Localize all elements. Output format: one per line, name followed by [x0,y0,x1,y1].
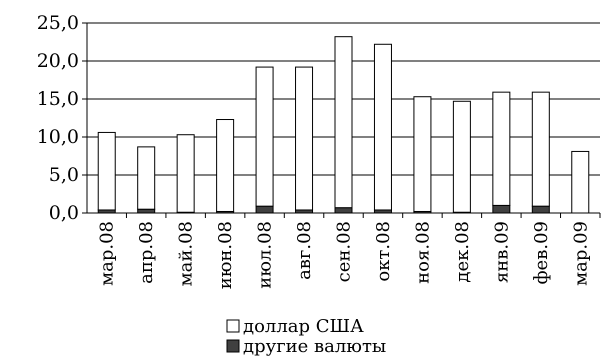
y-tick-label: 10,0 [37,126,79,148]
axes [82,22,601,218]
bar-segment-other-currencies [137,208,156,214]
y-tick-labels: 0,0 5,0 10,0 15,0 20,0 25,0 [37,12,79,224]
bar-segment-usd [531,91,550,207]
x-tick-label: авг.08 [294,221,315,280]
bar-segment-other-currencies [492,204,511,214]
bar-segment-usd [492,91,511,206]
y-tick-label: 15,0 [37,88,79,110]
bar-segment-other-currencies [531,205,550,214]
bar-segment-usd [176,134,195,213]
x-tick-label: ноя.08 [412,221,433,284]
legend-label-usd: доллар США [243,316,364,337]
bar-segment-usd [373,43,392,211]
x-tick-label: янв.09 [491,221,512,283]
y-tick-label: 25,0 [37,12,79,34]
bar-segment-usd [452,100,471,213]
x-tick-label: июн.08 [215,221,236,289]
x-tick-label: окт.08 [373,221,394,282]
x-tick-label: мар.08 [97,221,118,286]
x-tick-label: июл.08 [255,221,276,289]
bar-segment-usd [413,96,432,212]
x-tick-label: май.08 [176,221,197,286]
x-tick-label: фев.09 [531,221,552,285]
bar-segment-usd [97,131,116,211]
legend-label-other-currencies: другие валюты [243,336,386,357]
bar-segment-usd [216,119,235,212]
bar-segment-usd [295,66,314,211]
y-tick-label: 20,0 [37,50,79,72]
bar-segment-usd [334,36,353,209]
bar-segment-other-currencies [255,205,274,214]
x-tick-label: сен.08 [334,221,355,282]
x-tick-label: мар.09 [570,221,591,286]
legend-swatch-usd [226,319,240,333]
bar-segment-usd [255,66,274,207]
y-tick-label: 0,0 [49,202,79,224]
legend-swatch-other-currencies [226,339,240,353]
bar-segment-usd [137,146,156,210]
x-tick-label: дек.08 [452,221,473,283]
bar-segment-other-currencies [334,207,353,214]
bar-segment-usd [571,150,590,214]
x-tick-labels: мар.08 апр.08 май.08 июн.08 июл.08 авг.08 сен.… [97,221,592,289]
x-tick-label: апр.08 [136,221,157,284]
bars [97,36,590,214]
y-tick-label: 5,0 [49,164,79,186]
